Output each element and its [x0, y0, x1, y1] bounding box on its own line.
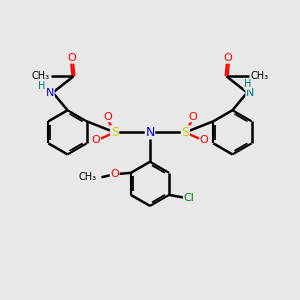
Text: CH₃: CH₃ — [32, 71, 50, 81]
Text: N: N — [46, 88, 54, 98]
Text: S: S — [111, 126, 119, 139]
Text: S: S — [181, 126, 189, 139]
Text: H: H — [244, 79, 251, 89]
Text: O: O — [68, 53, 76, 63]
Text: O: O — [224, 53, 233, 63]
Text: O: O — [188, 112, 197, 122]
Text: CH₃: CH₃ — [79, 172, 97, 182]
Text: O: O — [200, 135, 208, 145]
Text: H: H — [38, 81, 45, 91]
Text: N: N — [145, 126, 155, 139]
Text: O: O — [92, 135, 100, 145]
Text: CH₃: CH₃ — [250, 71, 268, 81]
Text: N: N — [246, 88, 254, 98]
Text: O: O — [110, 169, 119, 179]
Text: Cl: Cl — [183, 193, 194, 203]
Text: O: O — [103, 112, 112, 122]
